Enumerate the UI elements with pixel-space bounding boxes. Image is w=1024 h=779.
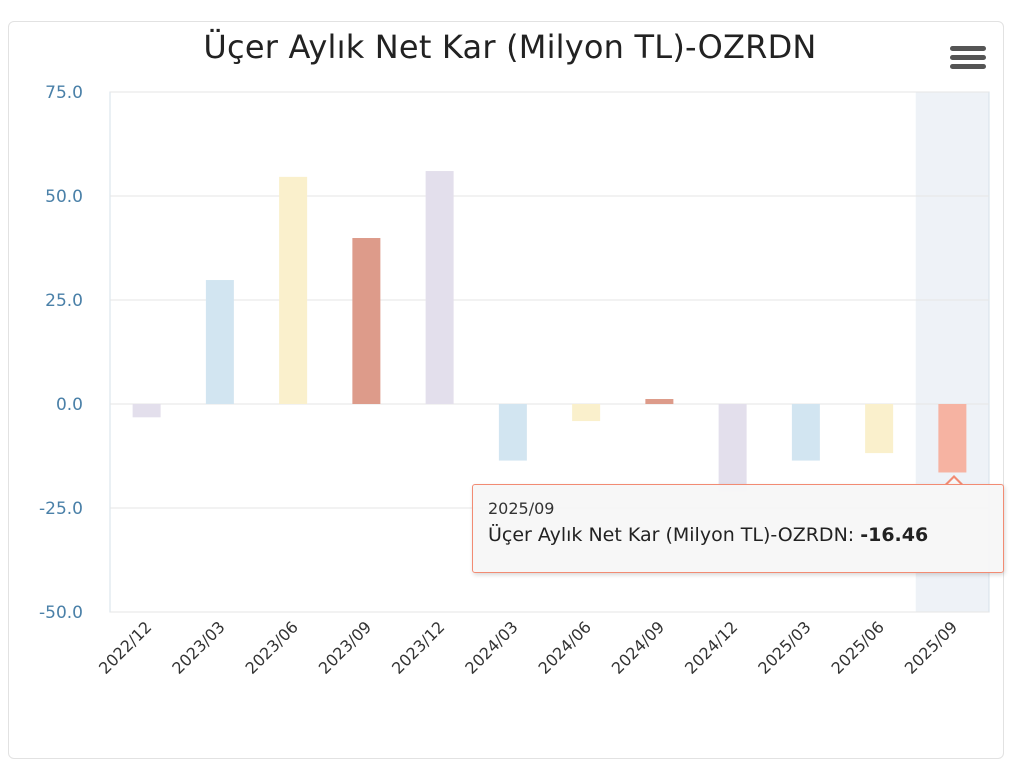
tooltip-date: 2025/09 [488,499,555,518]
x-tick-label: 2023/03 [168,617,228,677]
bar-2024-06[interactable] [572,404,601,422]
y-tick-label: 50.0 [45,187,83,207]
tooltip-line: Üçer Aylık Net Kar (Milyon TL)-OZRDN: -1… [488,524,989,546]
chart-tooltip: 2025/09 Üçer Aylık Net Kar (Milyon TL)-O… [472,484,1004,573]
y-tick-label: 25.0 [45,291,83,311]
x-tick-label: 2024/06 [535,617,595,677]
x-tick-label: 2025/09 [901,617,961,677]
x-tick-label: 2024/09 [608,617,668,677]
x-tick-label: 2024/03 [461,617,521,677]
hamburger-menu-icon[interactable] [950,46,986,76]
x-tick-label: 2023/09 [315,617,375,677]
x-tick-label: 2025/06 [828,617,888,677]
bar-2025-03[interactable] [791,404,820,461]
tooltip-arrow-inner [946,478,962,486]
y-tick-label: -50.0 [39,603,83,623]
y-tick-label: 75.0 [45,83,83,103]
chart-title: Üçer Aylık Net Kar (Milyon TL)-OZRDN [203,28,817,66]
x-tick-label: 2022/12 [95,617,155,677]
x-tick-label: 2025/03 [754,617,814,677]
bar-2023-03[interactable] [205,280,234,404]
menu-line [950,46,986,51]
bar-2023-12[interactable] [425,171,454,404]
bar-2024-03[interactable] [498,404,527,461]
bar-2024-12[interactable] [718,404,747,492]
menu-line [950,64,986,69]
tooltip-value: -16.46 [860,524,929,546]
menu-line [950,55,986,60]
x-tick-label: 2023/06 [242,617,302,677]
y-tick-label: -25.0 [39,499,83,519]
bar-2023-09[interactable] [352,238,381,404]
tooltip-series-label: Üçer Aylık Net Kar (Milyon TL)-OZRDN: [488,524,861,546]
bar-2022-12[interactable] [132,404,161,418]
bar-2024-09[interactable] [645,399,674,404]
bar-2025-09[interactable] [938,404,967,473]
bar-2023-06[interactable] [279,176,308,404]
x-tick-label: 2023/12 [388,617,448,677]
bar-2025-06[interactable] [865,404,894,454]
y-tick-label: 0.0 [56,395,83,415]
chart-card [8,21,1004,759]
x-tick-label: 2024/12 [681,617,741,677]
